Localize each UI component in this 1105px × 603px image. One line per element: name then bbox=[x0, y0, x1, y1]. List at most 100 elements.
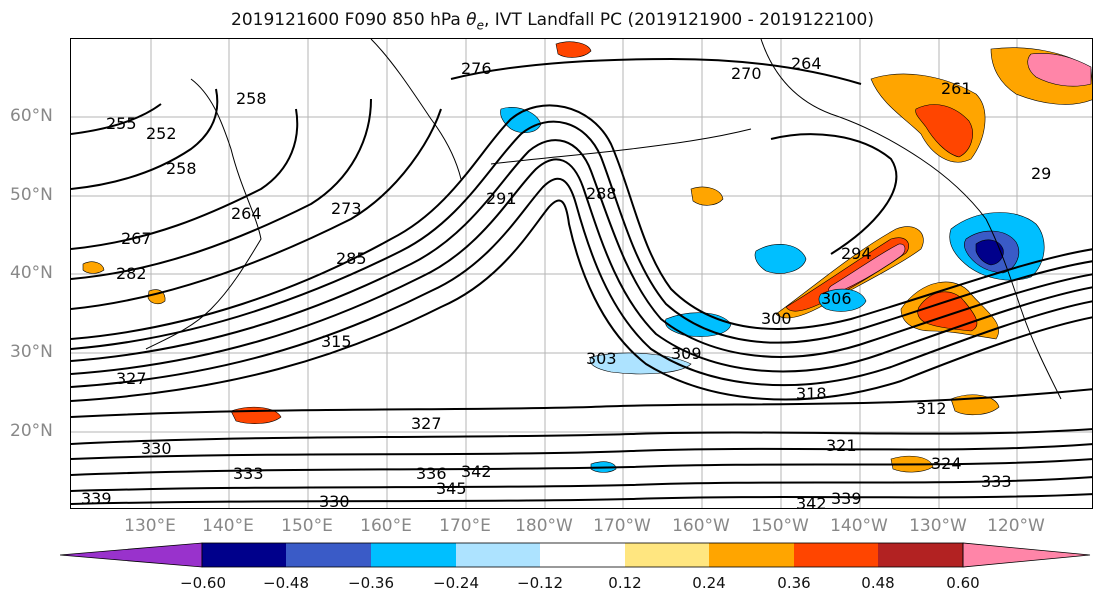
contour-mid-6 bbox=[71, 199, 1092, 402]
title-prefix: 2019121600 F090 850 hPa bbox=[231, 10, 467, 30]
ivt-negative-blob-5 bbox=[500, 107, 542, 133]
colorbar-tick-label: −0.24 bbox=[433, 574, 479, 592]
contour-label: 294 bbox=[841, 244, 872, 263]
contour-south-5 bbox=[71, 493, 1092, 505]
contour-upper-3 bbox=[71, 108, 299, 250]
colorbar-segment-5 bbox=[456, 543, 540, 567]
colorbar bbox=[60, 542, 1091, 568]
lon-label-150w: 150°W bbox=[751, 516, 809, 536]
contour-label: 330 bbox=[141, 439, 172, 458]
ivt-negative-westcoast-core bbox=[975, 239, 1004, 266]
contour-south-6 bbox=[71, 388, 1092, 418]
contour-label: 318 bbox=[796, 384, 827, 403]
lon-label-170e: 170°E bbox=[439, 516, 491, 536]
lon-label-150e: 150°E bbox=[281, 516, 333, 536]
ivt-positive-alaska-core bbox=[915, 104, 973, 158]
contour-label: 339 bbox=[81, 489, 112, 508]
contour-label: 306 bbox=[821, 289, 852, 308]
contour-mid-4 bbox=[71, 158, 1092, 375]
lon-label-160e: 160°E bbox=[360, 516, 412, 536]
contour-labels: 264 276 270 258 255 252 258 291 288 264 … bbox=[81, 54, 1051, 509]
lat-label-50n: 50°N bbox=[10, 185, 53, 205]
contour-label: 270 bbox=[731, 64, 762, 83]
contour-label: 321 bbox=[826, 436, 857, 455]
colorbar-segment-10 bbox=[878, 543, 963, 567]
colorbar-tick-label: −0.60 bbox=[180, 574, 226, 592]
title-theta: θ bbox=[466, 10, 477, 30]
contour-upper-2 bbox=[71, 98, 372, 280]
colorbar-tick-label: −0.36 bbox=[348, 574, 394, 592]
contour-label: 333 bbox=[981, 472, 1012, 491]
contour-label: 336 bbox=[416, 464, 447, 483]
coastline-north-america bbox=[760, 39, 1062, 400]
lon-label-130w: 130°W bbox=[909, 516, 967, 536]
contour-label: 291 bbox=[486, 189, 517, 208]
colorbar-segment-9 bbox=[794, 543, 878, 567]
contour-label: 276 bbox=[461, 59, 492, 78]
colorbar-tick-label: 0.24 bbox=[692, 574, 726, 592]
graticule bbox=[71, 39, 1092, 508]
ivt-positive-northeast-core bbox=[1027, 53, 1092, 87]
contour-upper-1 bbox=[71, 108, 442, 310]
coastline-aleutians bbox=[490, 128, 752, 165]
lat-label-60n: 60°N bbox=[10, 106, 53, 126]
contour-mid-3 bbox=[71, 139, 1092, 362]
colorbar-segment-7 bbox=[625, 543, 709, 567]
colorbar-segment-4 bbox=[371, 543, 456, 567]
coastline-asia bbox=[145, 78, 262, 350]
contour-label: 261 bbox=[941, 79, 972, 98]
contour-label: 285 bbox=[336, 249, 367, 268]
contour-label: 264 bbox=[231, 204, 262, 223]
lat-label-40n: 40°N bbox=[10, 263, 53, 283]
contour-label: 327 bbox=[411, 414, 442, 433]
contour-label: 273 bbox=[331, 199, 362, 218]
contour-upper-4 bbox=[71, 88, 219, 190]
lon-label-170w: 170°W bbox=[593, 516, 651, 536]
contour-mid-5 bbox=[71, 177, 1092, 388]
map-panel: 264 276 270 258 255 252 258 291 288 264 … bbox=[70, 38, 1093, 509]
coastline-kamchatka bbox=[370, 39, 462, 180]
ivt-positive-blob-1 bbox=[555, 41, 592, 58]
ivt-fill-regions bbox=[82, 41, 1092, 473]
colorbar-tick-label: 0.12 bbox=[608, 574, 642, 592]
contour-label: 345 bbox=[436, 479, 467, 498]
contour-label: 282 bbox=[116, 264, 147, 283]
contour-upper-5 bbox=[71, 103, 162, 135]
colorbar-segment-extend-low bbox=[60, 542, 203, 568]
contour-label: 342 bbox=[461, 462, 492, 481]
colorbar-segment-8 bbox=[709, 543, 794, 567]
contour-label: 342 bbox=[796, 494, 827, 509]
lon-label-160w: 160°W bbox=[672, 516, 730, 536]
contour-label: 264 bbox=[791, 54, 822, 73]
title-theta-sub: e bbox=[476, 18, 484, 33]
ivt-negative-blob-1 bbox=[754, 244, 807, 274]
map-canvas: 264 276 270 258 255 252 258 291 288 264 … bbox=[71, 39, 1092, 509]
contour-label: 29 bbox=[1031, 164, 1051, 183]
contour-label: 300 bbox=[761, 309, 792, 328]
map-title: 2019121600 F090 850 hPa θe, IVT Landfall… bbox=[0, 10, 1105, 32]
lon-label-130e: 130°E bbox=[124, 516, 176, 536]
colorbar-segment-2 bbox=[202, 543, 286, 567]
contour-label: 255 bbox=[106, 114, 137, 133]
ivt-negative-blob-3 bbox=[818, 288, 867, 312]
colorbar-tick-label: 0.36 bbox=[777, 574, 811, 592]
contour-label: 288 bbox=[586, 184, 617, 203]
contour-label: 309 bbox=[671, 344, 702, 363]
colorbar-segment-3 bbox=[286, 543, 371, 567]
lon-label-120w: 120°W bbox=[987, 516, 1045, 536]
contour-label: 312 bbox=[916, 399, 947, 418]
contour-south-4 bbox=[71, 476, 1092, 492]
contour-label: 252 bbox=[146, 124, 177, 143]
contour-label: 339 bbox=[831, 489, 862, 508]
contour-label: 333 bbox=[233, 464, 264, 483]
ivt-positive-blob-2 bbox=[690, 186, 724, 206]
contour-south-2 bbox=[71, 443, 1092, 460]
contour-label: 324 bbox=[931, 454, 962, 473]
contour-label: 315 bbox=[321, 332, 352, 351]
colorbar-segment-extend-high bbox=[962, 542, 1091, 568]
contour-label: 267 bbox=[121, 229, 152, 248]
contour-label: 303 bbox=[586, 349, 617, 368]
contour-south-3 bbox=[71, 458, 1092, 476]
colorbar-tick-label: −0.48 bbox=[263, 574, 309, 592]
contour-south-1 bbox=[71, 428, 1092, 445]
